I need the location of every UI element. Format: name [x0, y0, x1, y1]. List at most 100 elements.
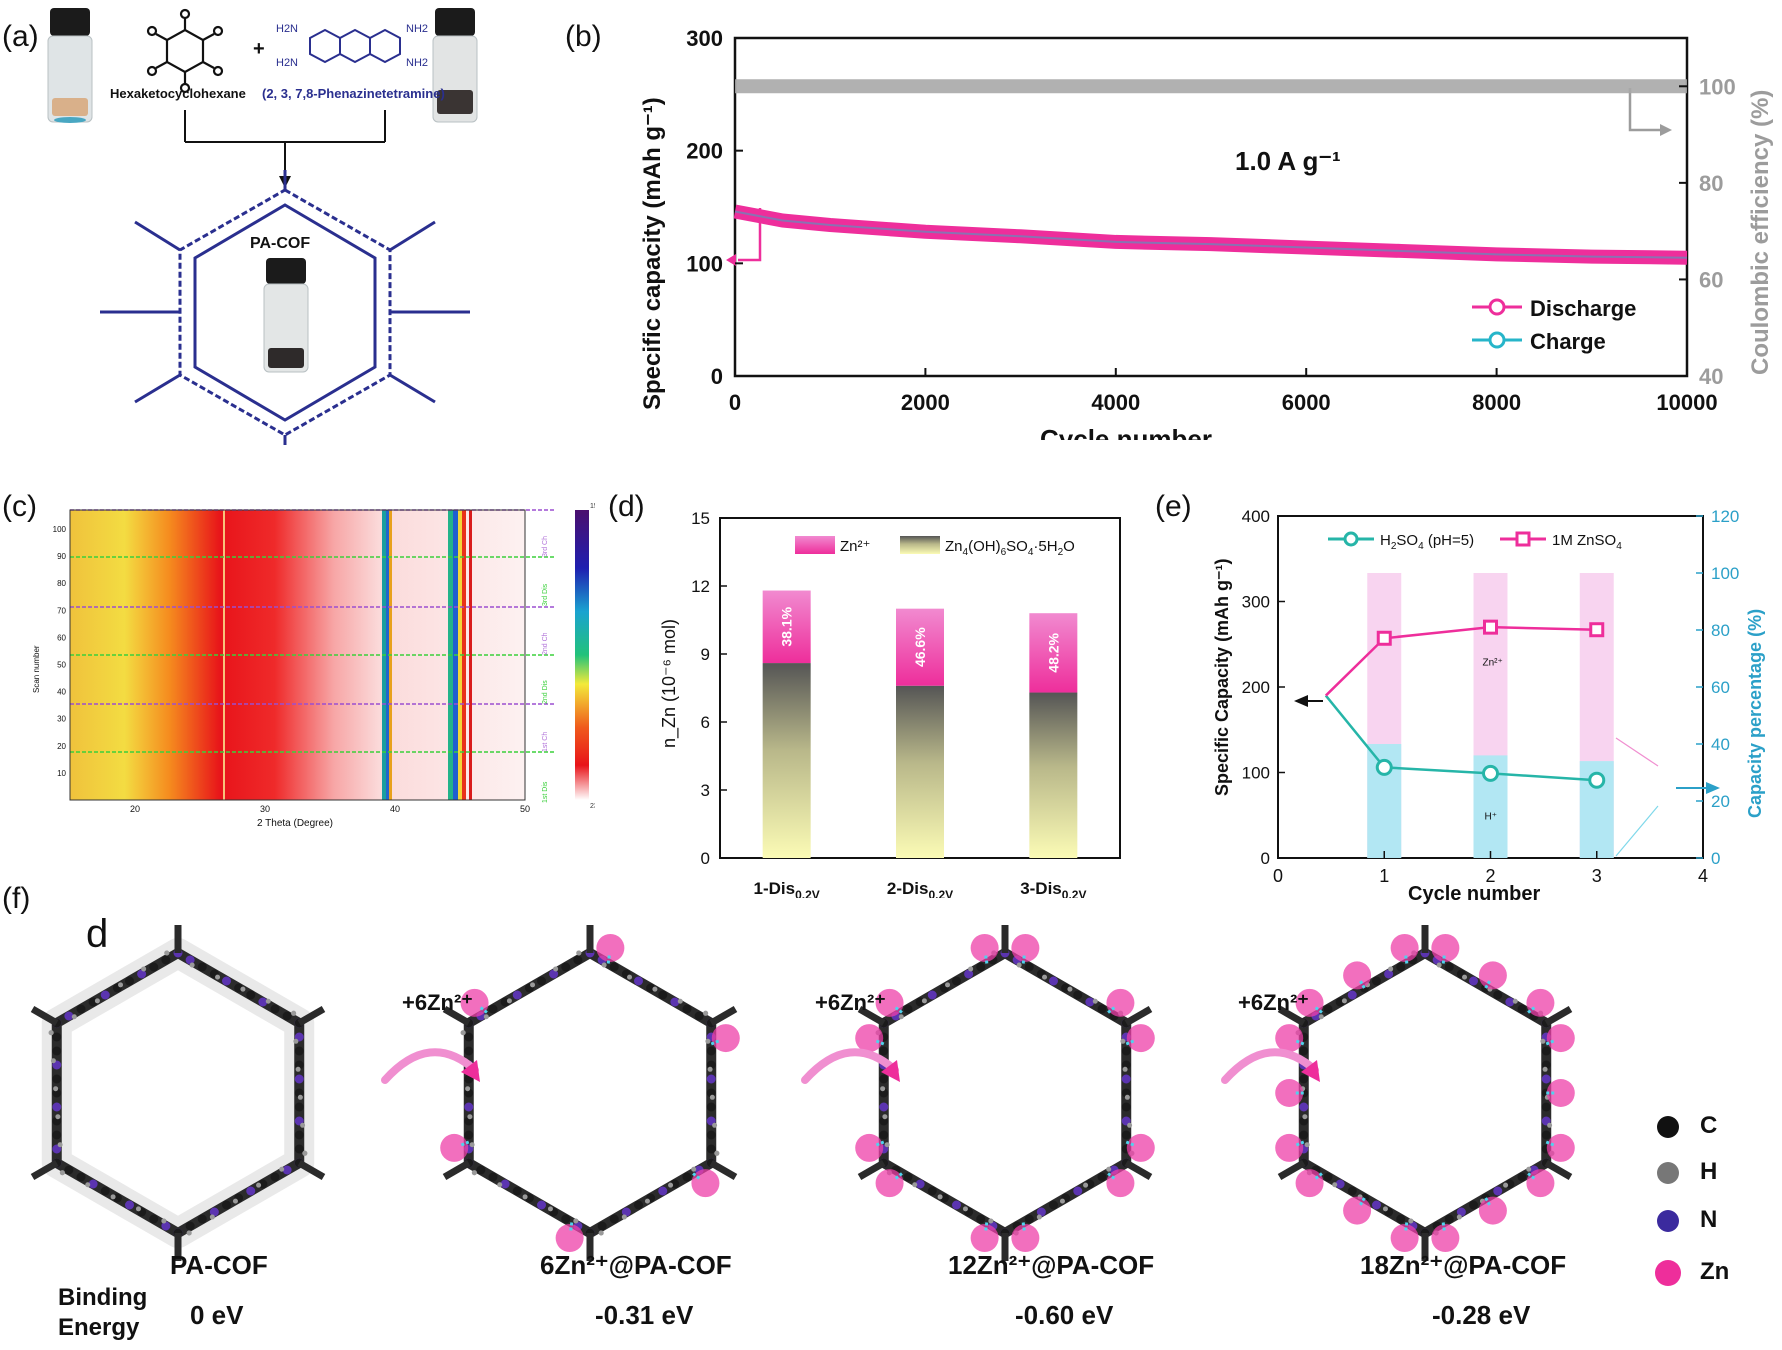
- atom: [952, 1200, 962, 1210]
- zn-atom: [1343, 961, 1372, 990]
- category-text: 3-Dis: [1020, 879, 1062, 898]
- zn-atom: [1011, 933, 1040, 962]
- atom: [88, 1179, 98, 1189]
- atom: [549, 969, 559, 979]
- h-atom: [1120, 1038, 1126, 1044]
- structure-name-4: 18Zn²⁺@PA-COF: [1360, 1250, 1567, 1280]
- h-atom: [465, 1086, 471, 1092]
- h-atom: [59, 1170, 65, 1176]
- h-atom: [709, 1094, 715, 1100]
- atom: [879, 1130, 889, 1140]
- atom: [52, 1102, 62, 1112]
- plus-sign: +: [253, 38, 265, 60]
- heatmap-y-tick-label: 40: [57, 688, 66, 697]
- h-atom: [1122, 1066, 1128, 1072]
- h-atom: [467, 1114, 473, 1120]
- atom: [512, 990, 522, 1000]
- atom: [1444, 1214, 1454, 1224]
- atom: [1541, 1074, 1551, 1084]
- zn-atom: [1343, 1196, 1372, 1225]
- atom: [964, 969, 974, 979]
- zn-bond: [1107, 1005, 1117, 1014]
- reaction-arrow: [184, 110, 386, 180]
- znso4-point: [1483, 619, 1498, 635]
- colorbar-max: 1500: [590, 503, 595, 510]
- atom: [573, 955, 583, 965]
- h-atom: [1083, 1182, 1089, 1188]
- zn-bond: [1404, 1222, 1409, 1233]
- atom: [1347, 1186, 1357, 1196]
- bar-zn2: [1029, 613, 1078, 693]
- x-tick-label: 2000: [901, 390, 950, 415]
- znso4-series-line: [1324, 625, 1597, 697]
- h-atom: [968, 966, 974, 972]
- category-label: 1-Dis0.2V: [754, 879, 820, 898]
- h-atom: [714, 1150, 720, 1156]
- chart-b-annotation: 1.0 A g⁻¹: [1235, 146, 1341, 176]
- category-text: 2-Dis: [887, 879, 929, 898]
- atom: [1024, 962, 1034, 972]
- zn-bond: [1545, 1039, 1556, 1046]
- zn-bond: [1484, 1197, 1492, 1207]
- cof-structure-2: [440, 925, 740, 1261]
- category-label: 3-Dis0.2V: [1020, 879, 1086, 898]
- n-atom-icon: [1657, 1210, 1679, 1232]
- y2-tick-label: 60: [1711, 678, 1730, 697]
- h-atom: [705, 1038, 711, 1044]
- zn-atom: [1106, 988, 1135, 1017]
- atom: [464, 1046, 474, 1056]
- h-atom: [300, 1122, 306, 1128]
- h-atom: [1302, 1114, 1308, 1120]
- atom: [903, 1004, 913, 1014]
- chart-d-ylabel: n_Zn (10⁻⁶ mol): [659, 619, 680, 748]
- h-atom: [57, 1142, 63, 1148]
- h-atom: [1016, 962, 1022, 968]
- zn-atom: [440, 1133, 469, 1162]
- atom: [209, 1207, 219, 1217]
- bar-zn2: [762, 590, 811, 664]
- cof-arm: [30, 1005, 59, 1027]
- x-tick-label: 10000: [1656, 390, 1717, 415]
- atom: [633, 1200, 643, 1210]
- h-atom: [293, 1038, 299, 1044]
- zn-atom: [1526, 1169, 1555, 1198]
- h-atom: [1503, 1182, 1509, 1188]
- chart-e-ylabel: Specific Capacity (mAh g⁻¹): [1212, 558, 1232, 796]
- y2-tick-label: 40: [1711, 735, 1730, 754]
- atom: [149, 1214, 159, 1224]
- colorbar-min: 230: [590, 803, 595, 810]
- cof-arm: [1277, 1159, 1306, 1181]
- chart-c-heatmap: 1500 230 2 Theta (Degree) Scan number 20…: [32, 503, 595, 829]
- h-atom: [279, 1166, 285, 1172]
- h-atom: [912, 1182, 918, 1188]
- panel-d-label: (d): [608, 490, 645, 523]
- h-atom: [882, 1114, 888, 1120]
- zn-bond: [1441, 1222, 1446, 1233]
- hexaketocyclohexane-structure: [146, 8, 224, 94]
- step-label-1: +6Zn²⁺: [402, 990, 473, 1015]
- legend-h2so4: H2SO4 (pH=5): [1380, 532, 1474, 552]
- panel-f-structures: [30, 925, 1681, 1286]
- atom: [1073, 990, 1083, 1000]
- h-atom: [1059, 1198, 1065, 1204]
- atom: [1517, 1172, 1527, 1182]
- atom: [706, 1046, 716, 1056]
- h-atom: [677, 998, 683, 1004]
- atom: [621, 1207, 631, 1217]
- h-atom: [1318, 1014, 1324, 1020]
- heatmap-x-tick-label: 40: [390, 804, 400, 814]
- binding-energy-1: 0 eV: [190, 1300, 244, 1330]
- h-atom: [1512, 998, 1518, 1004]
- atom: [1505, 997, 1515, 1007]
- h-atom: [506, 998, 512, 1004]
- atom: [1335, 1179, 1345, 1189]
- atom: [706, 1144, 716, 1154]
- h-atom: [265, 998, 271, 1004]
- zn-bond: [1441, 953, 1446, 964]
- x-tick-label: 8000: [1472, 390, 1521, 415]
- h-atom: [186, 1230, 192, 1236]
- atom: [197, 1214, 207, 1224]
- heatmap-segment-label: 2nd Dis: [542, 680, 549, 704]
- atom: [100, 990, 110, 1000]
- legend-discharge: Discharge: [1530, 296, 1636, 321]
